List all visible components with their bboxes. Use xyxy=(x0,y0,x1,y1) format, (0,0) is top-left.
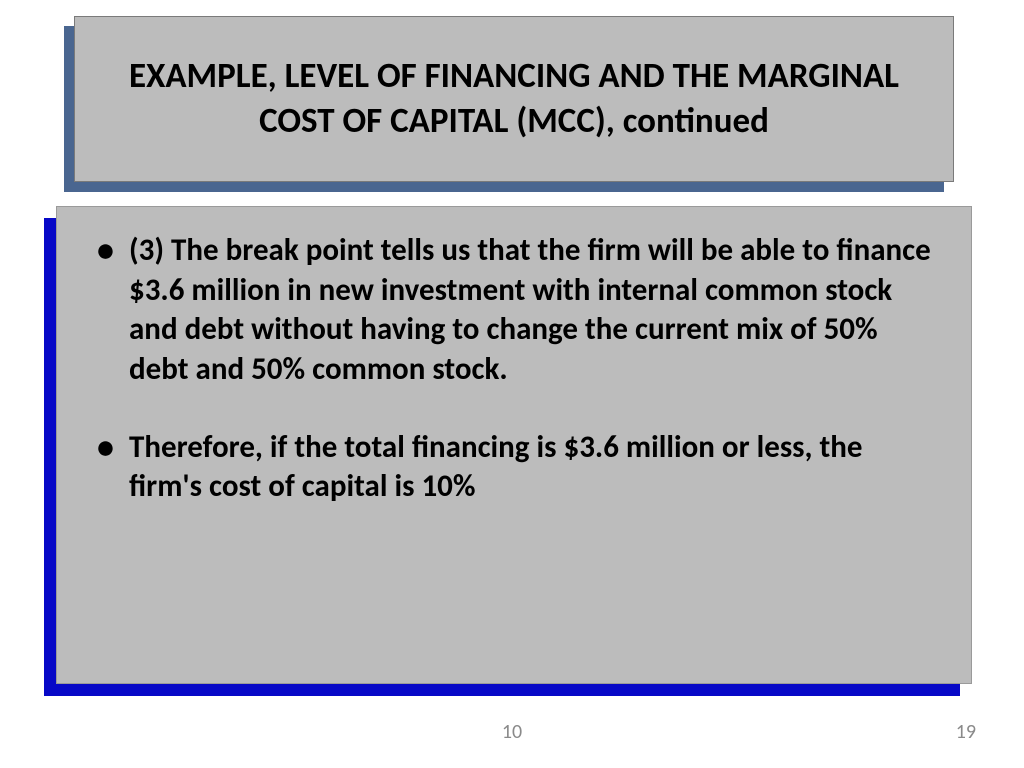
title-region: EXAMPLE, LEVEL OF FINANCING AND THE MARG… xyxy=(74,16,954,182)
list-item: (3) The break point tells us that the fi… xyxy=(85,231,935,390)
list-item: Therefore, if the total financing is $3.… xyxy=(85,428,935,507)
bullet-list: (3) The break point tells us that the fi… xyxy=(85,231,935,507)
title-box: EXAMPLE, LEVEL OF FINANCING AND THE MARG… xyxy=(74,16,954,182)
footer-center-number: 10 xyxy=(502,720,522,744)
body-region: (3) The break point tells us that the fi… xyxy=(56,206,972,684)
slide-container: EXAMPLE, LEVEL OF FINANCING AND THE MARG… xyxy=(0,0,1024,768)
body-box: (3) The break point tells us that the fi… xyxy=(56,206,972,684)
title-text: EXAMPLE, LEVEL OF FINANCING AND THE MARG… xyxy=(105,54,923,144)
footer-right-number: 19 xyxy=(956,720,976,744)
